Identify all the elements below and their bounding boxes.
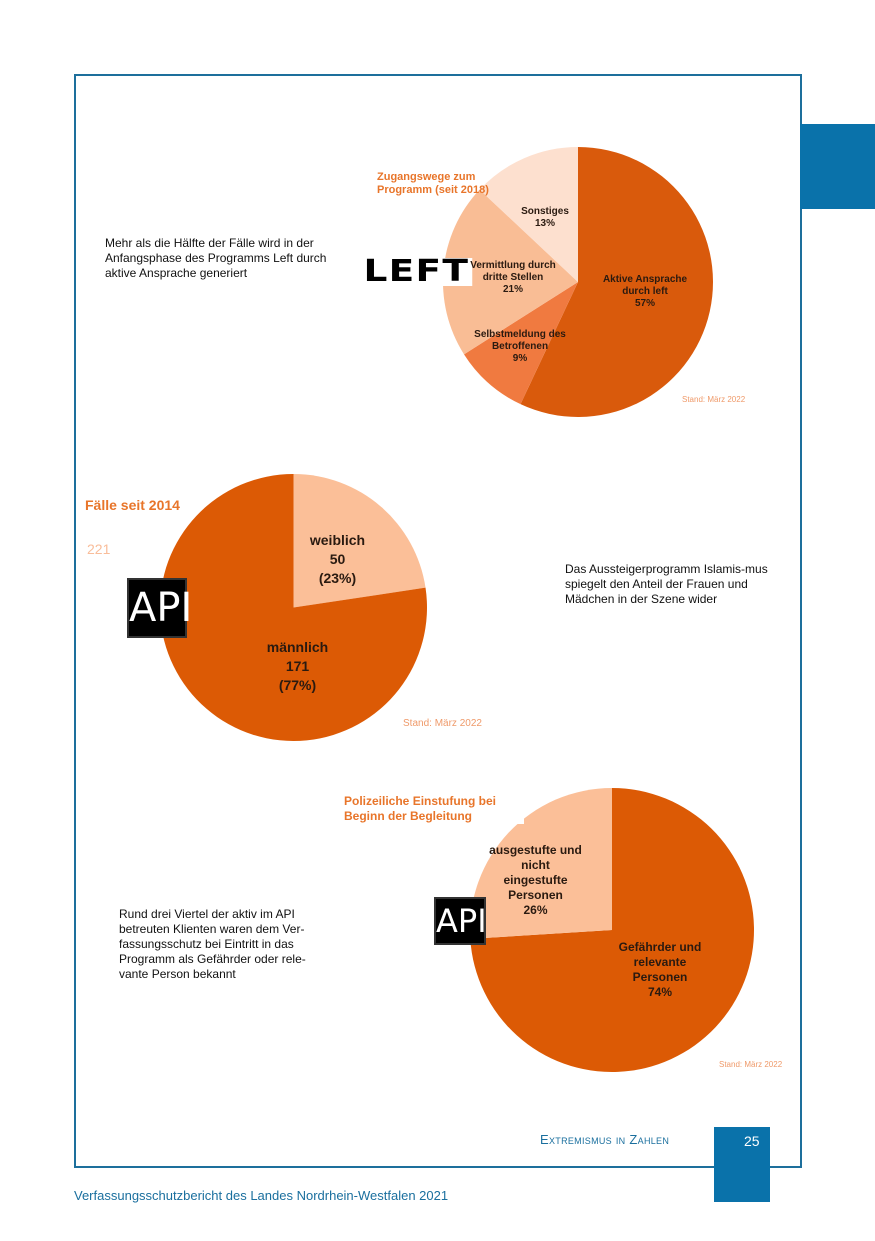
- pie-slice-0: [520, 147, 713, 417]
- slice-label: männlich 171 (77%): [266, 639, 329, 693]
- chart-title: Fälle seit 2014: [85, 498, 184, 512]
- page-frame: [74, 74, 802, 1168]
- pie-slice-0: [470, 788, 754, 1072]
- paragraph: Rund drei Viertel der aktiv im API betre…: [119, 907, 306, 981]
- pie-chart-einstufung: [470, 788, 754, 1072]
- chart-note: Stand: März 2022: [403, 718, 482, 729]
- paragraph: Das Aussteigerprogramm Islamis-mus spieg…: [565, 562, 768, 606]
- page-number-box: 25: [714, 1127, 770, 1202]
- chart-title: Polizeiliche Einstufung bei Beginn der B…: [344, 794, 524, 824]
- slice-label: Vermittlung durch dritte Stellen 21%: [470, 260, 556, 295]
- chart-title: Zugangswege zum Programm (seit 2018): [377, 171, 489, 196]
- page-number: 25: [744, 1133, 760, 1149]
- slice-label: Selbstmeldung des Betroffenen 9%: [474, 329, 566, 364]
- slice-label: Gefährder und relevante Personen 74%: [618, 940, 702, 999]
- total-count: 221: [87, 541, 111, 557]
- api-logo: API: [127, 578, 192, 638]
- section-title: Extremismus in Zahlen: [540, 1132, 670, 1147]
- pie-slice-0: [293, 474, 426, 608]
- api-logo: API: [434, 897, 487, 945]
- paragraph: Mehr als die Hälfte der Fälle wird in de…: [105, 236, 327, 280]
- slice-label: weiblich 50 (23%): [309, 532, 366, 586]
- publication-title: Verfassungsschutzbericht des Landes Nord…: [74, 1188, 449, 1203]
- slice-label: Sonstiges 13%: [521, 206, 569, 229]
- slice-label: ausgestufte und nicht eingestufte Person…: [489, 843, 582, 917]
- pie-chart-zugangswege: [443, 147, 713, 417]
- pie-slice-1: [160, 474, 428, 741]
- pie-slice-1: [464, 282, 578, 405]
- pie-slice-2: [443, 189, 578, 355]
- pie-chart-faelle: [160, 474, 428, 741]
- chapter-tab: [800, 124, 875, 209]
- slice-label: Aktive Ansprache durch left 57%: [602, 274, 688, 309]
- left-logo: LEFT: [361, 257, 472, 287]
- pie-slice-3: [479, 147, 578, 282]
- pie-slice-1: [470, 788, 612, 939]
- chart-note: Stand: März 2022: [719, 1060, 783, 1069]
- chart-note: Stand: März 2022: [682, 395, 746, 404]
